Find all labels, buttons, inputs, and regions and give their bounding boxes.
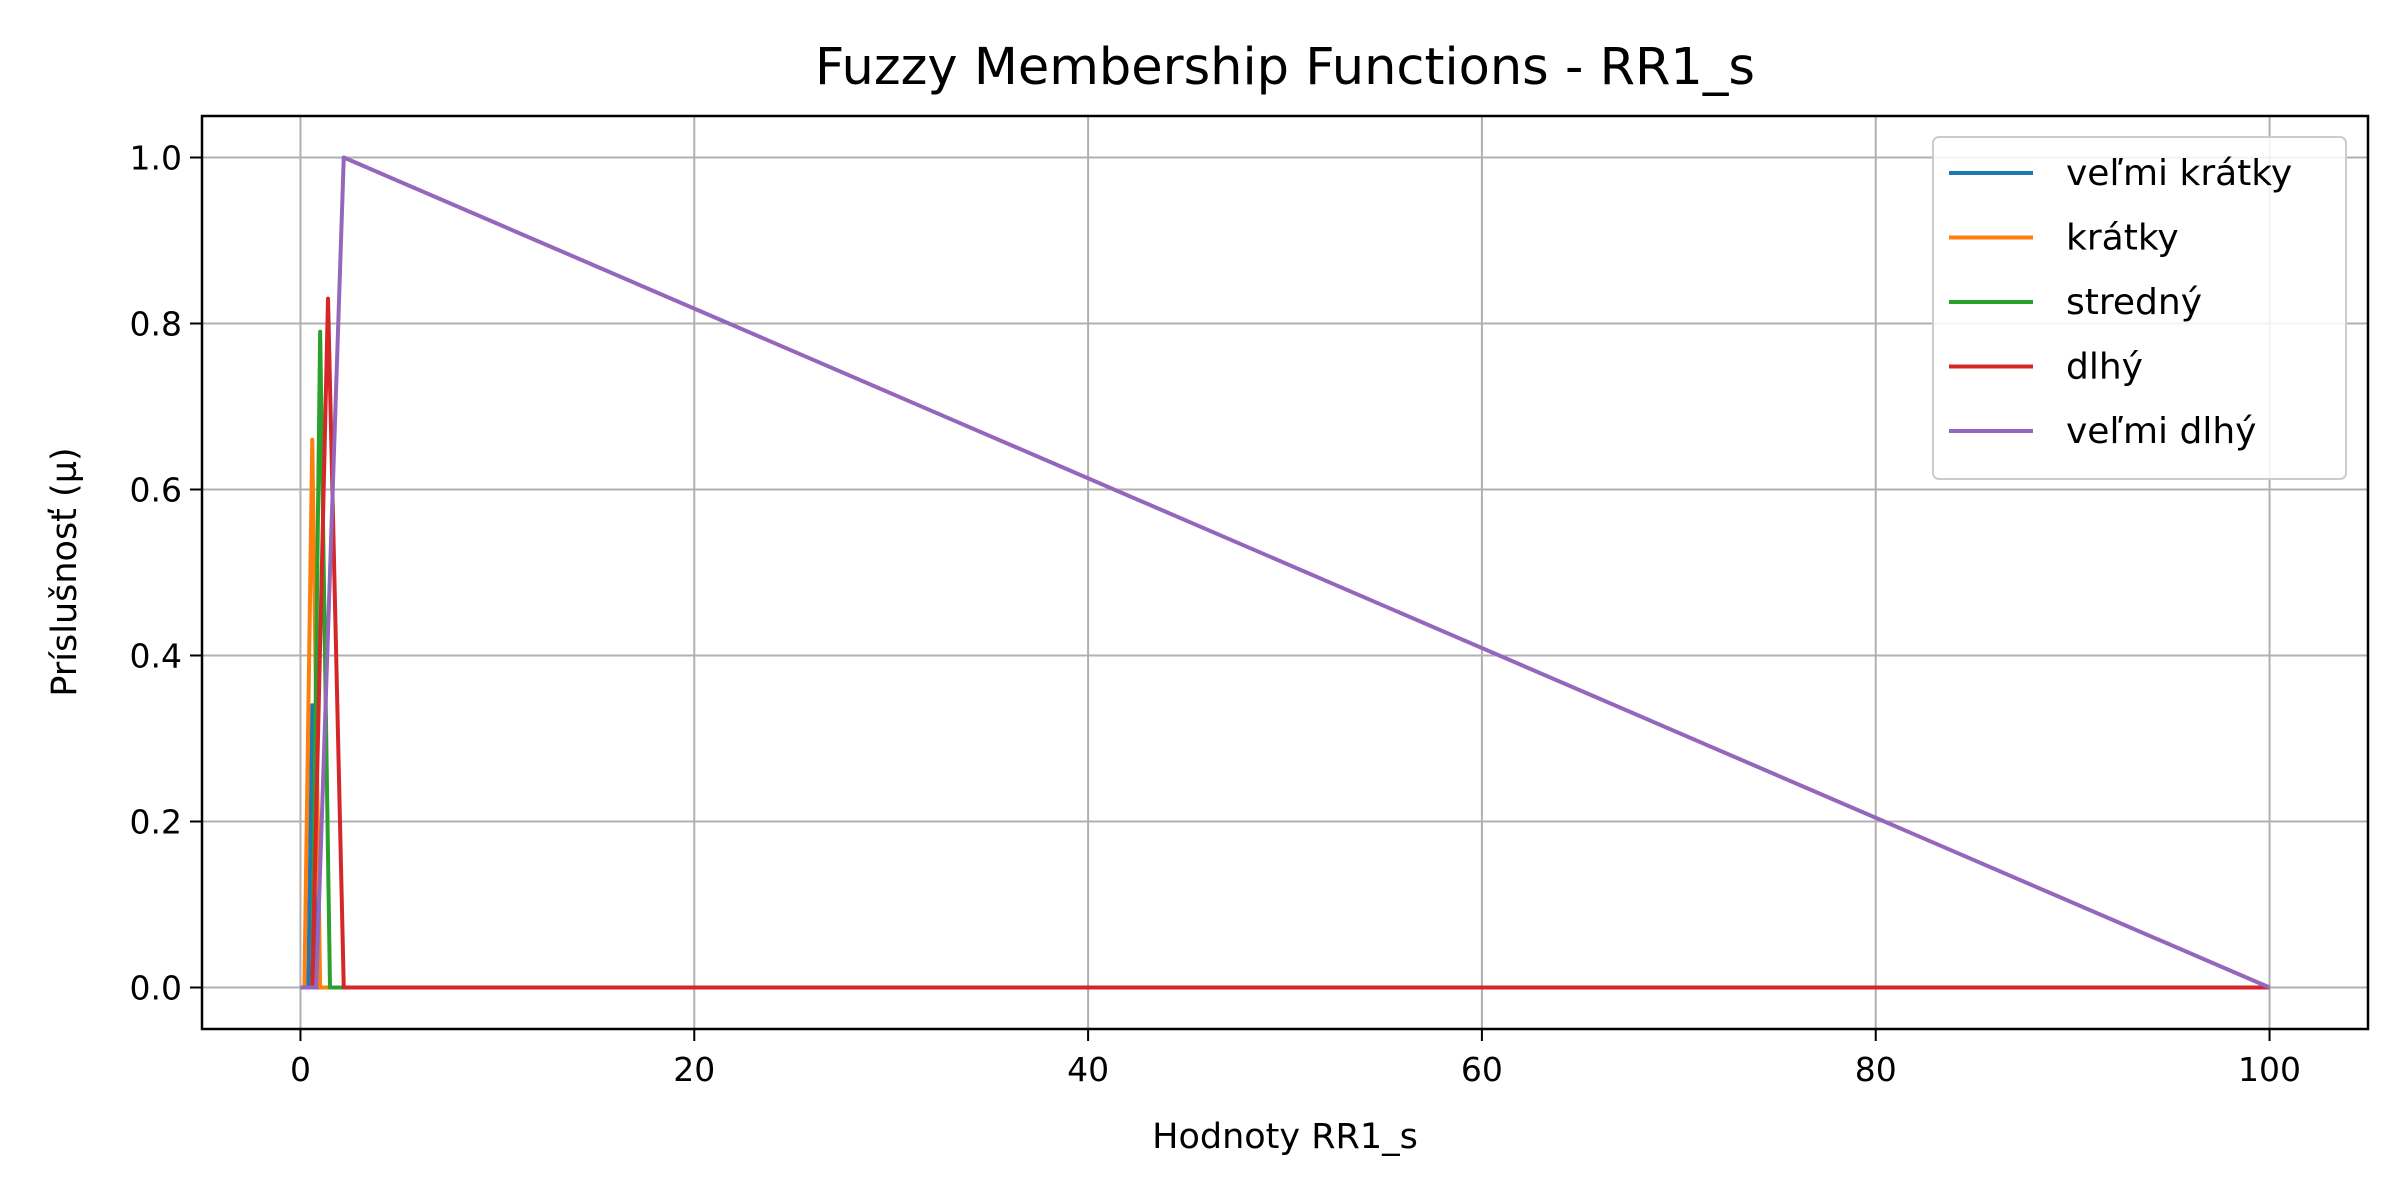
series-line [300, 155, 2271, 990]
legend-label: krátky [2066, 218, 2179, 259]
x-tick-label: 20 [673, 1050, 715, 1089]
x-tick-label: 80 [1855, 1050, 1897, 1089]
legend-label: veľmi krátky [2066, 153, 2292, 194]
series-lines [300, 155, 2271, 990]
chart-title: Fuzzy Membership Functions - RR1_s [815, 38, 1755, 97]
x-tick-label: 100 [2238, 1050, 2301, 1089]
x-axis-label: Hodnoty RR1_s [1152, 1117, 1418, 1157]
x-tick-label: 60 [1461, 1050, 1503, 1089]
y-axis-label: Príslušnosť (µ) [45, 447, 85, 696]
y-axis-ticks: 0.0 0.2 0.4 0.6 0.8 1.0 [130, 139, 202, 1008]
y-tick-label: 0.8 [130, 305, 182, 344]
legend: veľmi krátky krátky stredný dlhý veľmi dlhý [1932, 136, 2347, 480]
y-tick-label: 0.0 [130, 969, 182, 1008]
legend-box [1932, 136, 2347, 480]
legend-label: stredný [2066, 282, 2202, 323]
legend-label: veľmi dlhý [2066, 411, 2256, 452]
y-tick-label: 0.4 [130, 637, 182, 676]
x-tick-label: 0 [290, 1050, 311, 1089]
x-tick-label: 40 [1067, 1050, 1109, 1089]
y-tick-label: 0.6 [130, 471, 182, 510]
y-tick-label: 0.2 [130, 803, 182, 842]
legend-label: dlhý [2066, 347, 2143, 388]
plot-frame [200, 114, 2370, 1031]
y-tick-label: 1.0 [130, 139, 182, 178]
x-axis-ticks: 0 20 40 60 80 100 [290, 1029, 2301, 1089]
